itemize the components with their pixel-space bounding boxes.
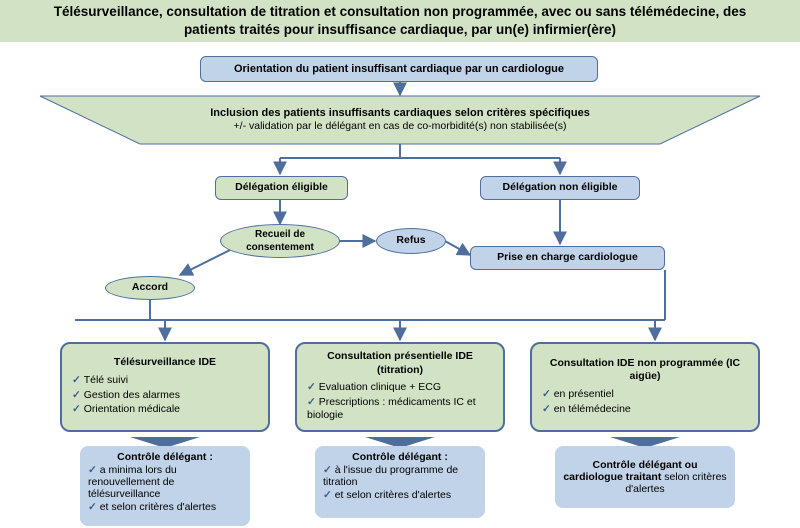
node-consent: Recueil de consentement: [220, 224, 340, 258]
col1-main: Télésurveillance IDE Télé suivi Gestion …: [60, 342, 270, 432]
col1-title: Télésurveillance IDE: [72, 356, 258, 370]
inclusion-line2: +/- validation par le délégant en cas de…: [234, 120, 567, 134]
col1-ctrl-title: Contrôle délégant :: [88, 451, 242, 463]
col2-main: Consultation présentielle IDE (titration…: [295, 342, 505, 432]
col3-main: Consultation IDE non programmée (IC aigü…: [530, 342, 760, 432]
col3-title: Consultation IDE non programmée (IC aigü…: [542, 357, 748, 384]
col2-ctrl-item: à l'issue du programme de titration: [323, 464, 477, 488]
node-inclusion: Inclusion des patients insuffisants card…: [40, 100, 760, 140]
col2-item: Evaluation clinique + ECG: [307, 381, 493, 395]
col2-title: Consultation présentielle IDE (titration…: [307, 350, 493, 377]
col2-ctrl-title: Contrôle délégant :: [323, 451, 477, 463]
node-non-eligible: Délégation non éligible: [480, 176, 640, 200]
col1-item: Télé suivi: [72, 374, 258, 388]
col1-control: Contrôle délégant : a minima lors du ren…: [80, 446, 250, 526]
col1-item: Gestion des alarmes: [72, 389, 258, 403]
col1-item: Orientation médicale: [72, 403, 258, 417]
col2-ctrl-item: et selon critères d'alertes: [323, 489, 477, 501]
col1-ctrl-items: a minima lors du renouvellement de télés…: [88, 464, 242, 513]
col1-items: Télé suivi Gestion des alarmes Orientati…: [72, 373, 258, 418]
col1-ctrl-item: a minima lors du renouvellement de télés…: [88, 464, 242, 500]
col2-items: Evaluation clinique + ECG Prescriptions …: [307, 380, 493, 424]
col3-items: en présentiel en télémédecine: [542, 387, 748, 417]
col3-item: en présentiel: [542, 388, 748, 402]
node-refus: Refus: [376, 228, 446, 254]
node-prise-en-charge: Prise en charge cardiologue: [470, 246, 665, 270]
node-accord: Accord: [105, 276, 195, 300]
col3-item: en télémédecine: [542, 403, 748, 417]
col3-control: Contrôle délégant ou cardiologue traitan…: [555, 446, 735, 508]
node-eligible: Délégation éligible: [215, 176, 348, 200]
col2-control: Contrôle délégant : à l'issue du program…: [315, 446, 485, 518]
diagram-title: Télésurveillance, consultation de titrat…: [0, 0, 800, 42]
col2-item: Prescriptions : médicaments IC et biolog…: [307, 396, 493, 423]
col3-ctrl-text: Contrôle délégant ou cardiologue traitan…: [563, 459, 727, 495]
node-orientation: Orientation du patient insuffisant cardi…: [200, 56, 598, 82]
col2-ctrl-items: à l'issue du programme de titration et s…: [323, 464, 477, 501]
col1-ctrl-item: et selon critères d'alertes: [88, 501, 242, 513]
inclusion-line1: Inclusion des patients insuffisants card…: [210, 106, 590, 120]
